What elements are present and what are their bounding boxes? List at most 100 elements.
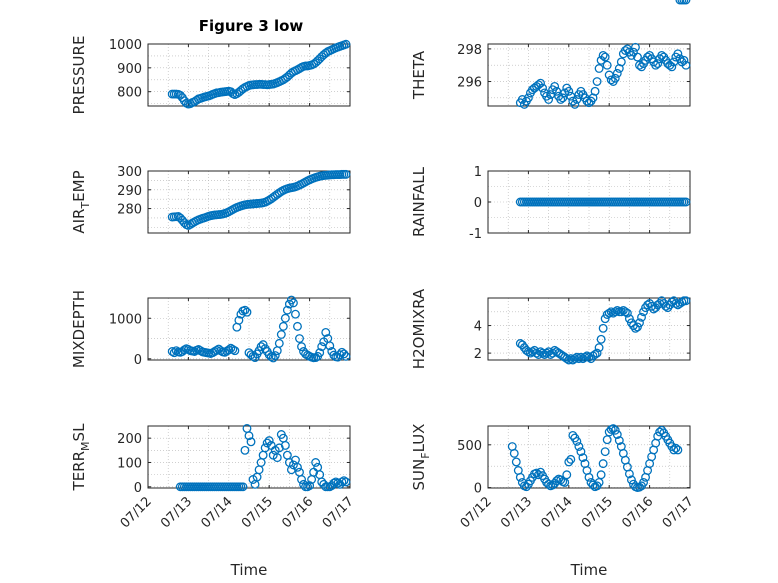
data-point xyxy=(598,459,608,469)
data-point xyxy=(274,338,284,348)
axes-sun-flux: 07/12 07/13 07/14 07/15 07/16 07/17 0 500 SUNFLU… xyxy=(410,0,697,579)
data-point xyxy=(274,443,284,453)
y-axis-label: MIXDEPTH xyxy=(70,290,88,368)
data-point xyxy=(631,42,640,52)
data-point xyxy=(600,52,610,62)
data-point xyxy=(224,345,234,355)
data-point xyxy=(282,450,292,460)
data-point xyxy=(596,470,606,480)
data-point xyxy=(286,465,296,475)
data-point xyxy=(250,479,260,489)
data-point xyxy=(280,441,290,450)
data-point xyxy=(542,348,552,358)
data-point xyxy=(315,348,325,358)
data-point xyxy=(671,299,681,308)
data-point xyxy=(657,425,667,435)
data-point xyxy=(341,39,351,49)
y-tick-label: 0 xyxy=(134,481,142,496)
data-point xyxy=(228,345,238,354)
data-point xyxy=(616,57,626,67)
y-tick-label: 100 xyxy=(117,456,142,471)
data-point xyxy=(681,0,691,5)
data-point xyxy=(280,313,290,323)
data-point xyxy=(272,346,282,356)
data-point xyxy=(321,327,331,337)
data-point xyxy=(558,93,568,103)
data-point xyxy=(230,346,240,356)
data-point xyxy=(673,49,683,59)
data-point xyxy=(643,52,653,62)
data-point xyxy=(612,430,622,440)
data-point xyxy=(523,93,533,103)
data-point xyxy=(544,95,554,104)
data-point xyxy=(566,454,576,464)
data-point xyxy=(620,307,630,317)
figure-title: Figure 3 low xyxy=(199,17,304,35)
y-tick-label: 290 xyxy=(117,184,142,199)
y-tick-label: 900 xyxy=(117,62,142,77)
data-point xyxy=(677,297,687,307)
data-point xyxy=(523,347,533,357)
y-tick-label: 800 xyxy=(117,86,142,101)
data-point xyxy=(655,427,665,437)
axes-theta: 296 298 THETA xyxy=(410,42,691,109)
data-point xyxy=(667,62,677,72)
data-point xyxy=(550,81,560,91)
data-point xyxy=(556,95,566,104)
data-point xyxy=(606,75,616,85)
data-point xyxy=(622,308,632,318)
axes-frame xyxy=(147,170,351,234)
data-point xyxy=(325,341,335,351)
data-point xyxy=(268,353,278,363)
data-point xyxy=(576,447,586,457)
x-tick-label: 07/16 xyxy=(619,494,656,531)
data-point xyxy=(544,479,554,489)
data-point xyxy=(620,46,630,55)
data-point xyxy=(639,307,648,317)
x-tick-label: 07/17 xyxy=(660,494,697,531)
data-point xyxy=(517,95,527,104)
data-point xyxy=(260,443,270,453)
data-point xyxy=(572,436,582,446)
y-axis-label: SUNFLUX xyxy=(410,424,432,491)
data-point xyxy=(341,169,351,179)
data-point xyxy=(244,431,254,441)
y-axis-label: AIRTEMP xyxy=(70,170,92,233)
data-point xyxy=(578,453,588,463)
data-point xyxy=(564,457,574,467)
data-point xyxy=(616,307,626,317)
data-point xyxy=(610,425,620,435)
data-point xyxy=(272,453,282,463)
data-point xyxy=(282,305,292,315)
data-point xyxy=(538,348,547,358)
x-tick-label: 07/13 xyxy=(158,494,195,531)
data-point xyxy=(288,298,298,308)
data-point xyxy=(293,321,302,331)
data-point xyxy=(643,300,653,310)
x-tick-label: 07/16 xyxy=(279,494,316,531)
data-point xyxy=(291,309,300,319)
x-axis-label: Time xyxy=(230,561,268,579)
y-tick-label: 1000 xyxy=(109,38,142,53)
x-tick-label: 07/13 xyxy=(498,494,535,531)
data-point xyxy=(341,477,351,487)
data-point xyxy=(653,59,663,69)
data-point xyxy=(633,52,642,62)
x-tick-label: 07/12 xyxy=(458,494,495,531)
data-point xyxy=(538,83,547,93)
data-point xyxy=(196,346,205,356)
axes-frame xyxy=(487,425,691,489)
data-point xyxy=(246,437,256,447)
data-point xyxy=(602,60,612,70)
data-point xyxy=(564,355,574,365)
data-point xyxy=(238,482,248,492)
data-point xyxy=(297,342,306,352)
data-point xyxy=(651,60,661,70)
data-point xyxy=(572,95,582,104)
data-point xyxy=(509,448,519,458)
data-point xyxy=(254,465,264,475)
data-point xyxy=(661,301,671,311)
data-point xyxy=(532,348,541,358)
data-point xyxy=(669,445,679,455)
axes-frame xyxy=(147,43,351,107)
